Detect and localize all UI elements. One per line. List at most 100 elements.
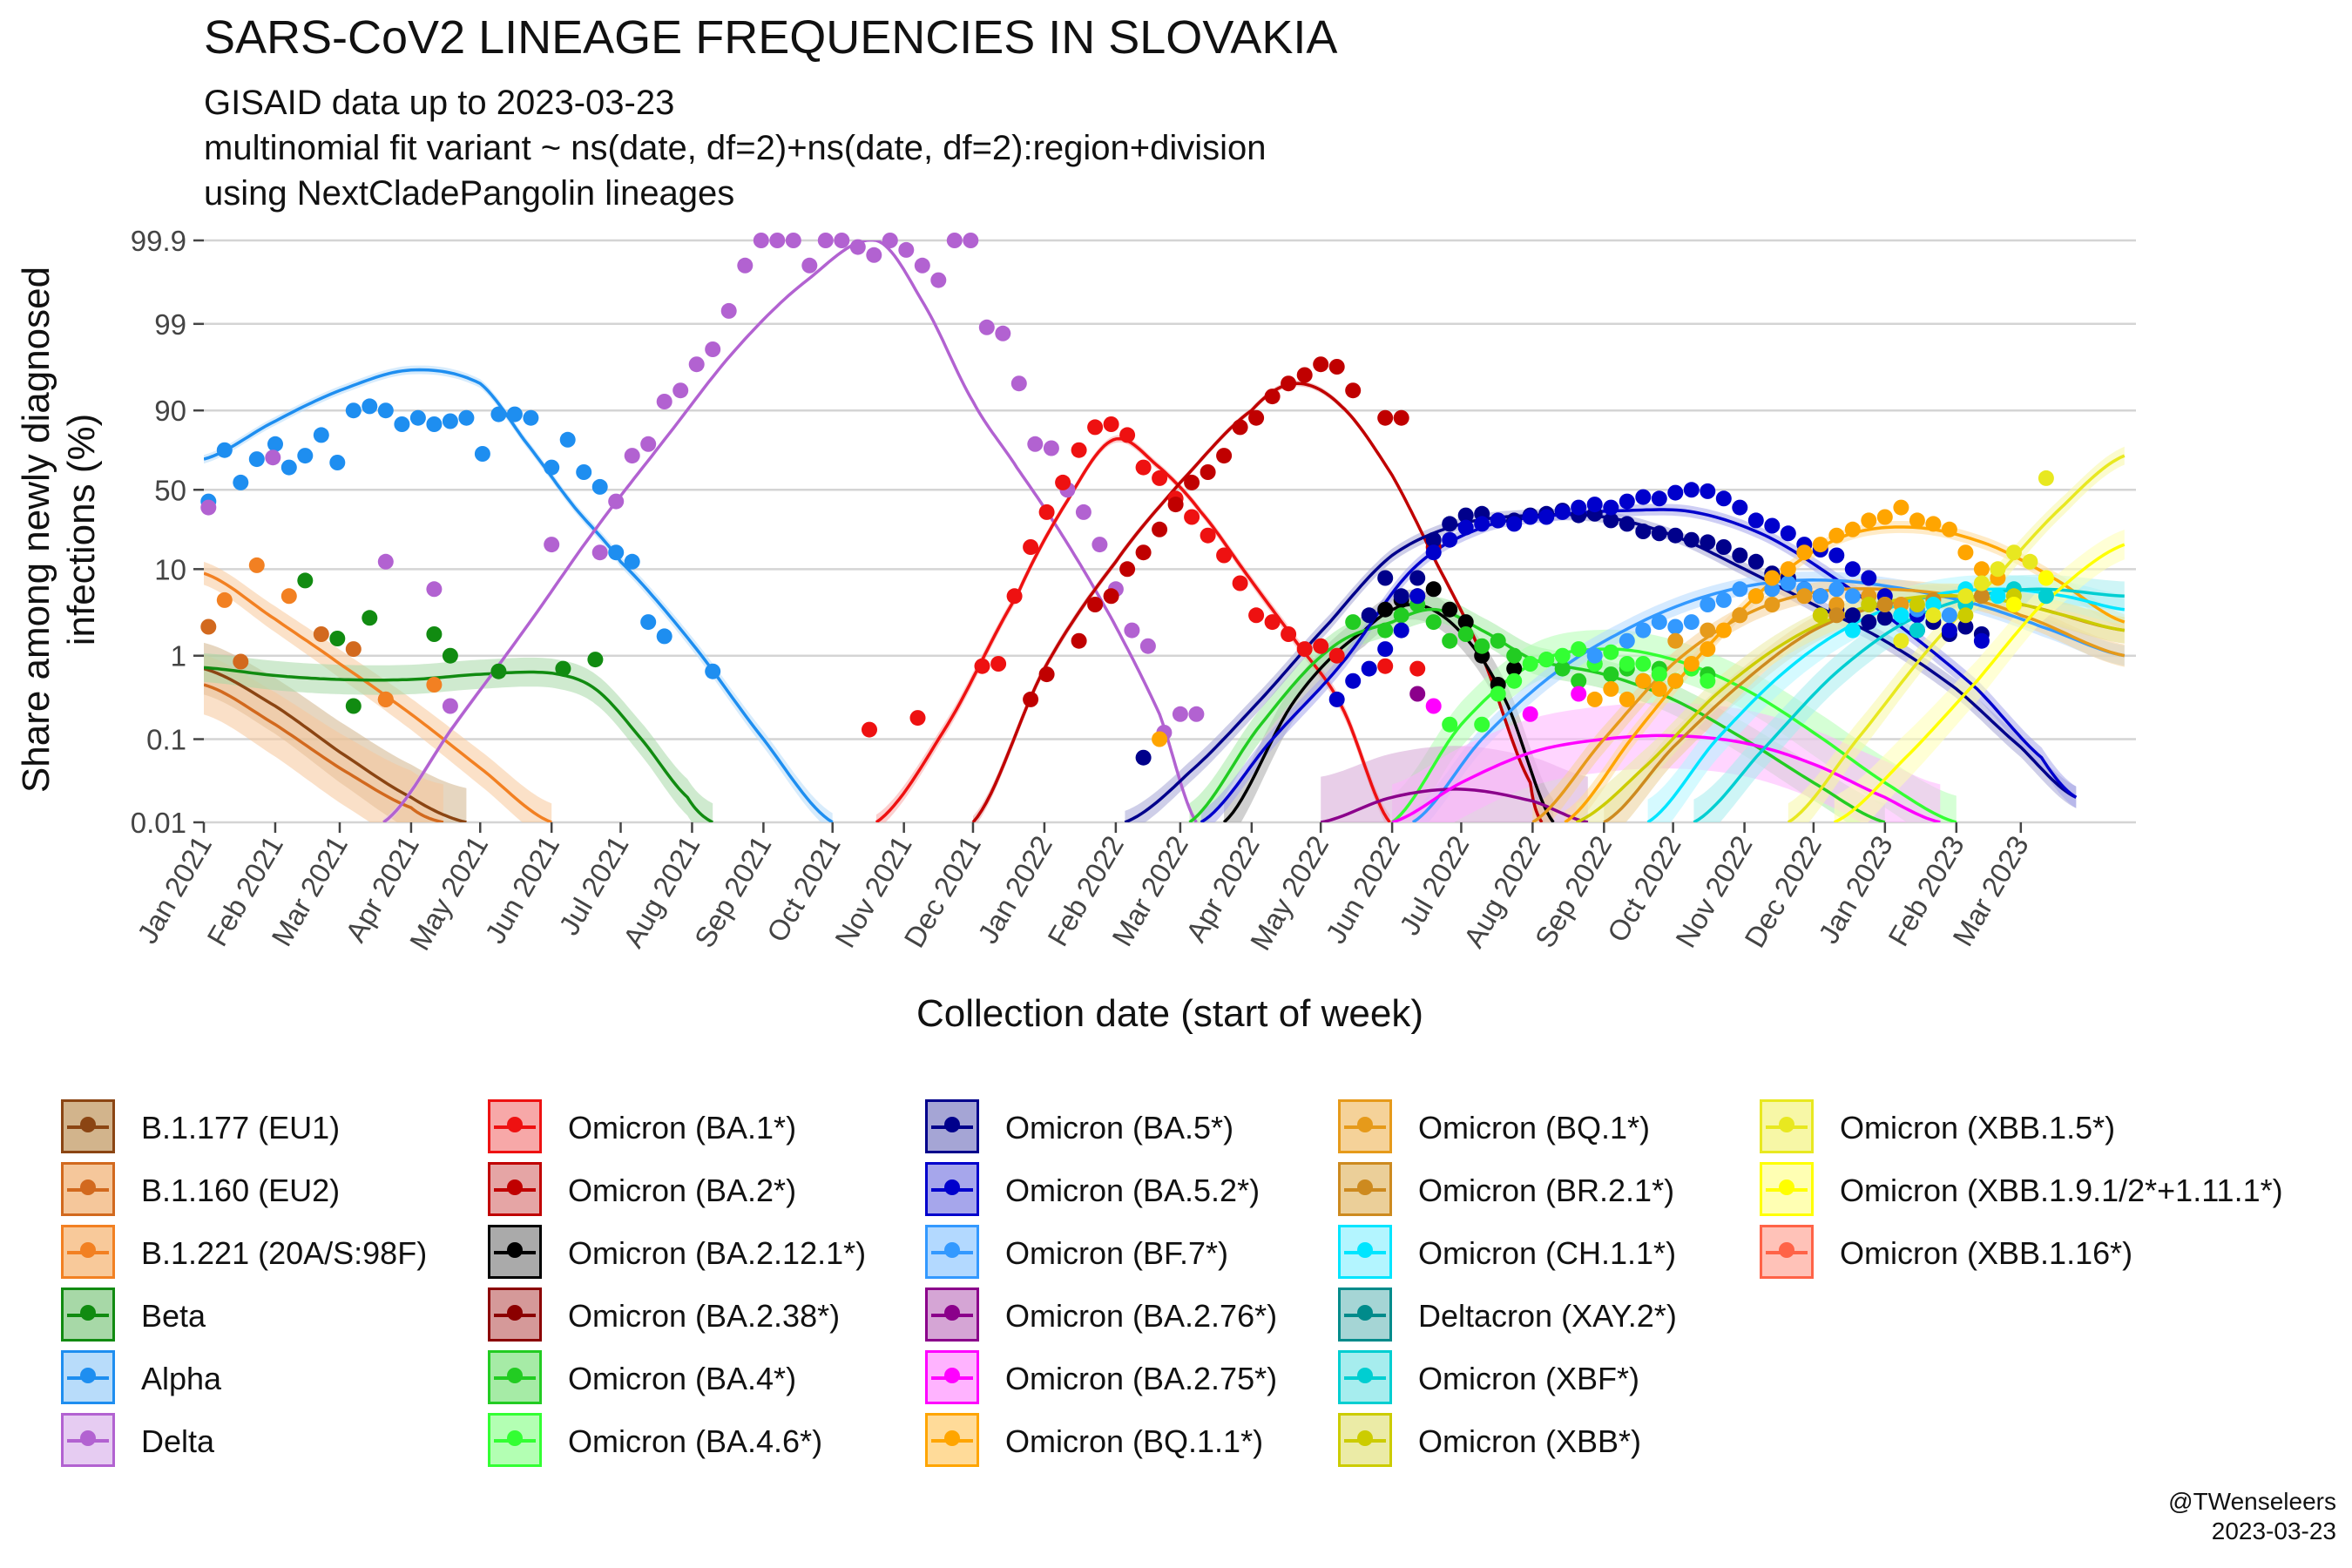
point-13-22	[1683, 482, 1700, 498]
point-7-11	[1216, 448, 1233, 464]
point-6-24	[1328, 647, 1345, 664]
point-4-16	[458, 409, 475, 426]
point-13-27	[1764, 517, 1781, 534]
point-14-2	[1635, 622, 1652, 639]
point-22-3	[2038, 588, 2054, 605]
y-tick-label-0: 0.01	[131, 807, 186, 839]
legend-label: B.1.177 (EU1)	[141, 1110, 341, 1146]
legend-swatch-dot	[1357, 1305, 1373, 1321]
point-13-28	[1780, 525, 1796, 542]
legend-swatch-dot	[944, 1305, 960, 1321]
point-12-25	[1747, 553, 1764, 570]
band-23	[1576, 583, 2125, 822]
fit-line-3	[204, 666, 713, 822]
point-13-0	[1328, 691, 1345, 707]
point-1-2	[313, 626, 329, 642]
point-4-26	[624, 553, 640, 570]
point-1-3	[345, 641, 362, 658]
point-17-6	[1667, 672, 1684, 689]
point-19-1	[1876, 597, 1893, 612]
legend-label: Omicron (XBB.1.16*)	[1840, 1235, 2133, 1271]
point-12-24	[1732, 547, 1748, 564]
point-6-18	[1232, 575, 1248, 591]
point-5-40	[1139, 638, 1156, 654]
legend-label: Omicron (BA.5*)	[1005, 1110, 1234, 1146]
point-17-14	[1796, 544, 1813, 561]
point-7-20	[1377, 409, 1394, 426]
point-11-3	[1506, 672, 1523, 689]
point-4-1	[216, 442, 233, 458]
point-14-6	[1700, 597, 1716, 612]
point-4-9	[345, 402, 362, 419]
point-4-10	[362, 398, 378, 415]
band-8	[1224, 589, 1554, 822]
point-4-28	[656, 628, 672, 645]
credit-date: 2023-03-23	[2211, 1517, 2336, 1544]
credit-handle: @TWenseleers	[2168, 1488, 2336, 1515]
point-13-21	[1667, 484, 1684, 501]
legend-label: Omicron (BQ.1.1*)	[1005, 1423, 1264, 1459]
point-6-21	[1281, 626, 1297, 642]
legend-swatch-dot	[944, 1117, 960, 1132]
point-12-21	[1683, 531, 1700, 548]
point-18-3	[1764, 597, 1781, 612]
point-16-2	[1571, 686, 1587, 702]
point-13-31	[1828, 547, 1845, 564]
point-5-17	[769, 233, 786, 248]
band-11	[1392, 629, 1957, 822]
point-4-29	[705, 663, 721, 679]
point-5-9	[640, 436, 657, 452]
point-5-18	[785, 233, 801, 248]
point-17-7	[1683, 656, 1700, 672]
legend-swatch-dot	[1357, 1242, 1373, 1258]
point-4-13	[409, 409, 426, 426]
legend-swatch-dot	[1357, 1368, 1373, 1383]
point-5-15	[737, 257, 754, 274]
legend-swatch	[61, 1225, 115, 1279]
point-7-7	[1152, 521, 1168, 537]
point-19-3	[1973, 588, 1990, 605]
point-14-3	[1651, 614, 1667, 631]
point-7-18	[1328, 359, 1345, 375]
point-6-25	[1377, 658, 1394, 674]
legend-swatch-dot	[80, 1117, 96, 1132]
point-7-1	[1038, 666, 1055, 683]
point-11-4	[1522, 656, 1538, 672]
point-4-17	[474, 446, 490, 462]
legend-swatch	[1338, 1288, 1392, 1342]
legend-swatch	[488, 1350, 542, 1404]
legend-swatch-dot	[1779, 1179, 1794, 1195]
point-17-23	[1941, 521, 1957, 537]
point-20-0	[1844, 622, 1861, 639]
legend-label: Omicron (BA.2*)	[568, 1173, 797, 1208]
point-17-13	[1780, 561, 1796, 578]
legend-label: Omicron (BA.2.75*)	[1005, 1361, 1278, 1396]
point-13-16	[1586, 497, 1603, 513]
point-5-23	[866, 247, 882, 263]
point-5-29	[963, 233, 979, 248]
legend-swatch	[1338, 1099, 1392, 1153]
point-10-2	[1393, 607, 1409, 624]
point-13-11	[1506, 516, 1523, 532]
point-13-9	[1474, 516, 1490, 532]
legend-label: Omicron (XBB.1.5*)	[1840, 1110, 2116, 1146]
point-11-2	[1490, 686, 1506, 702]
legend-label: Deltacron (XAY.2*)	[1418, 1298, 1677, 1334]
y-tick-label-6: 99	[154, 308, 186, 341]
legend-swatch	[61, 1288, 115, 1342]
legend-label: Omicron (XBF*)	[1418, 1361, 1640, 1396]
point-7-4	[1103, 588, 1119, 605]
point-6-0	[862, 721, 877, 738]
point-13-5	[1409, 588, 1426, 605]
point-3-4	[426, 626, 443, 642]
point-17-8	[1700, 641, 1716, 658]
legend-swatch-dot	[1357, 1179, 1373, 1195]
point-10-0	[1345, 614, 1362, 631]
point-11-5	[1538, 652, 1555, 668]
point-14-5	[1683, 614, 1700, 631]
point-23-1	[1861, 597, 1877, 612]
point-6-19	[1248, 607, 1265, 624]
point-14-13	[1812, 588, 1828, 605]
point-8-4	[1442, 601, 1458, 618]
x-axis-label: Collection date (start of week)	[916, 992, 1423, 1035]
